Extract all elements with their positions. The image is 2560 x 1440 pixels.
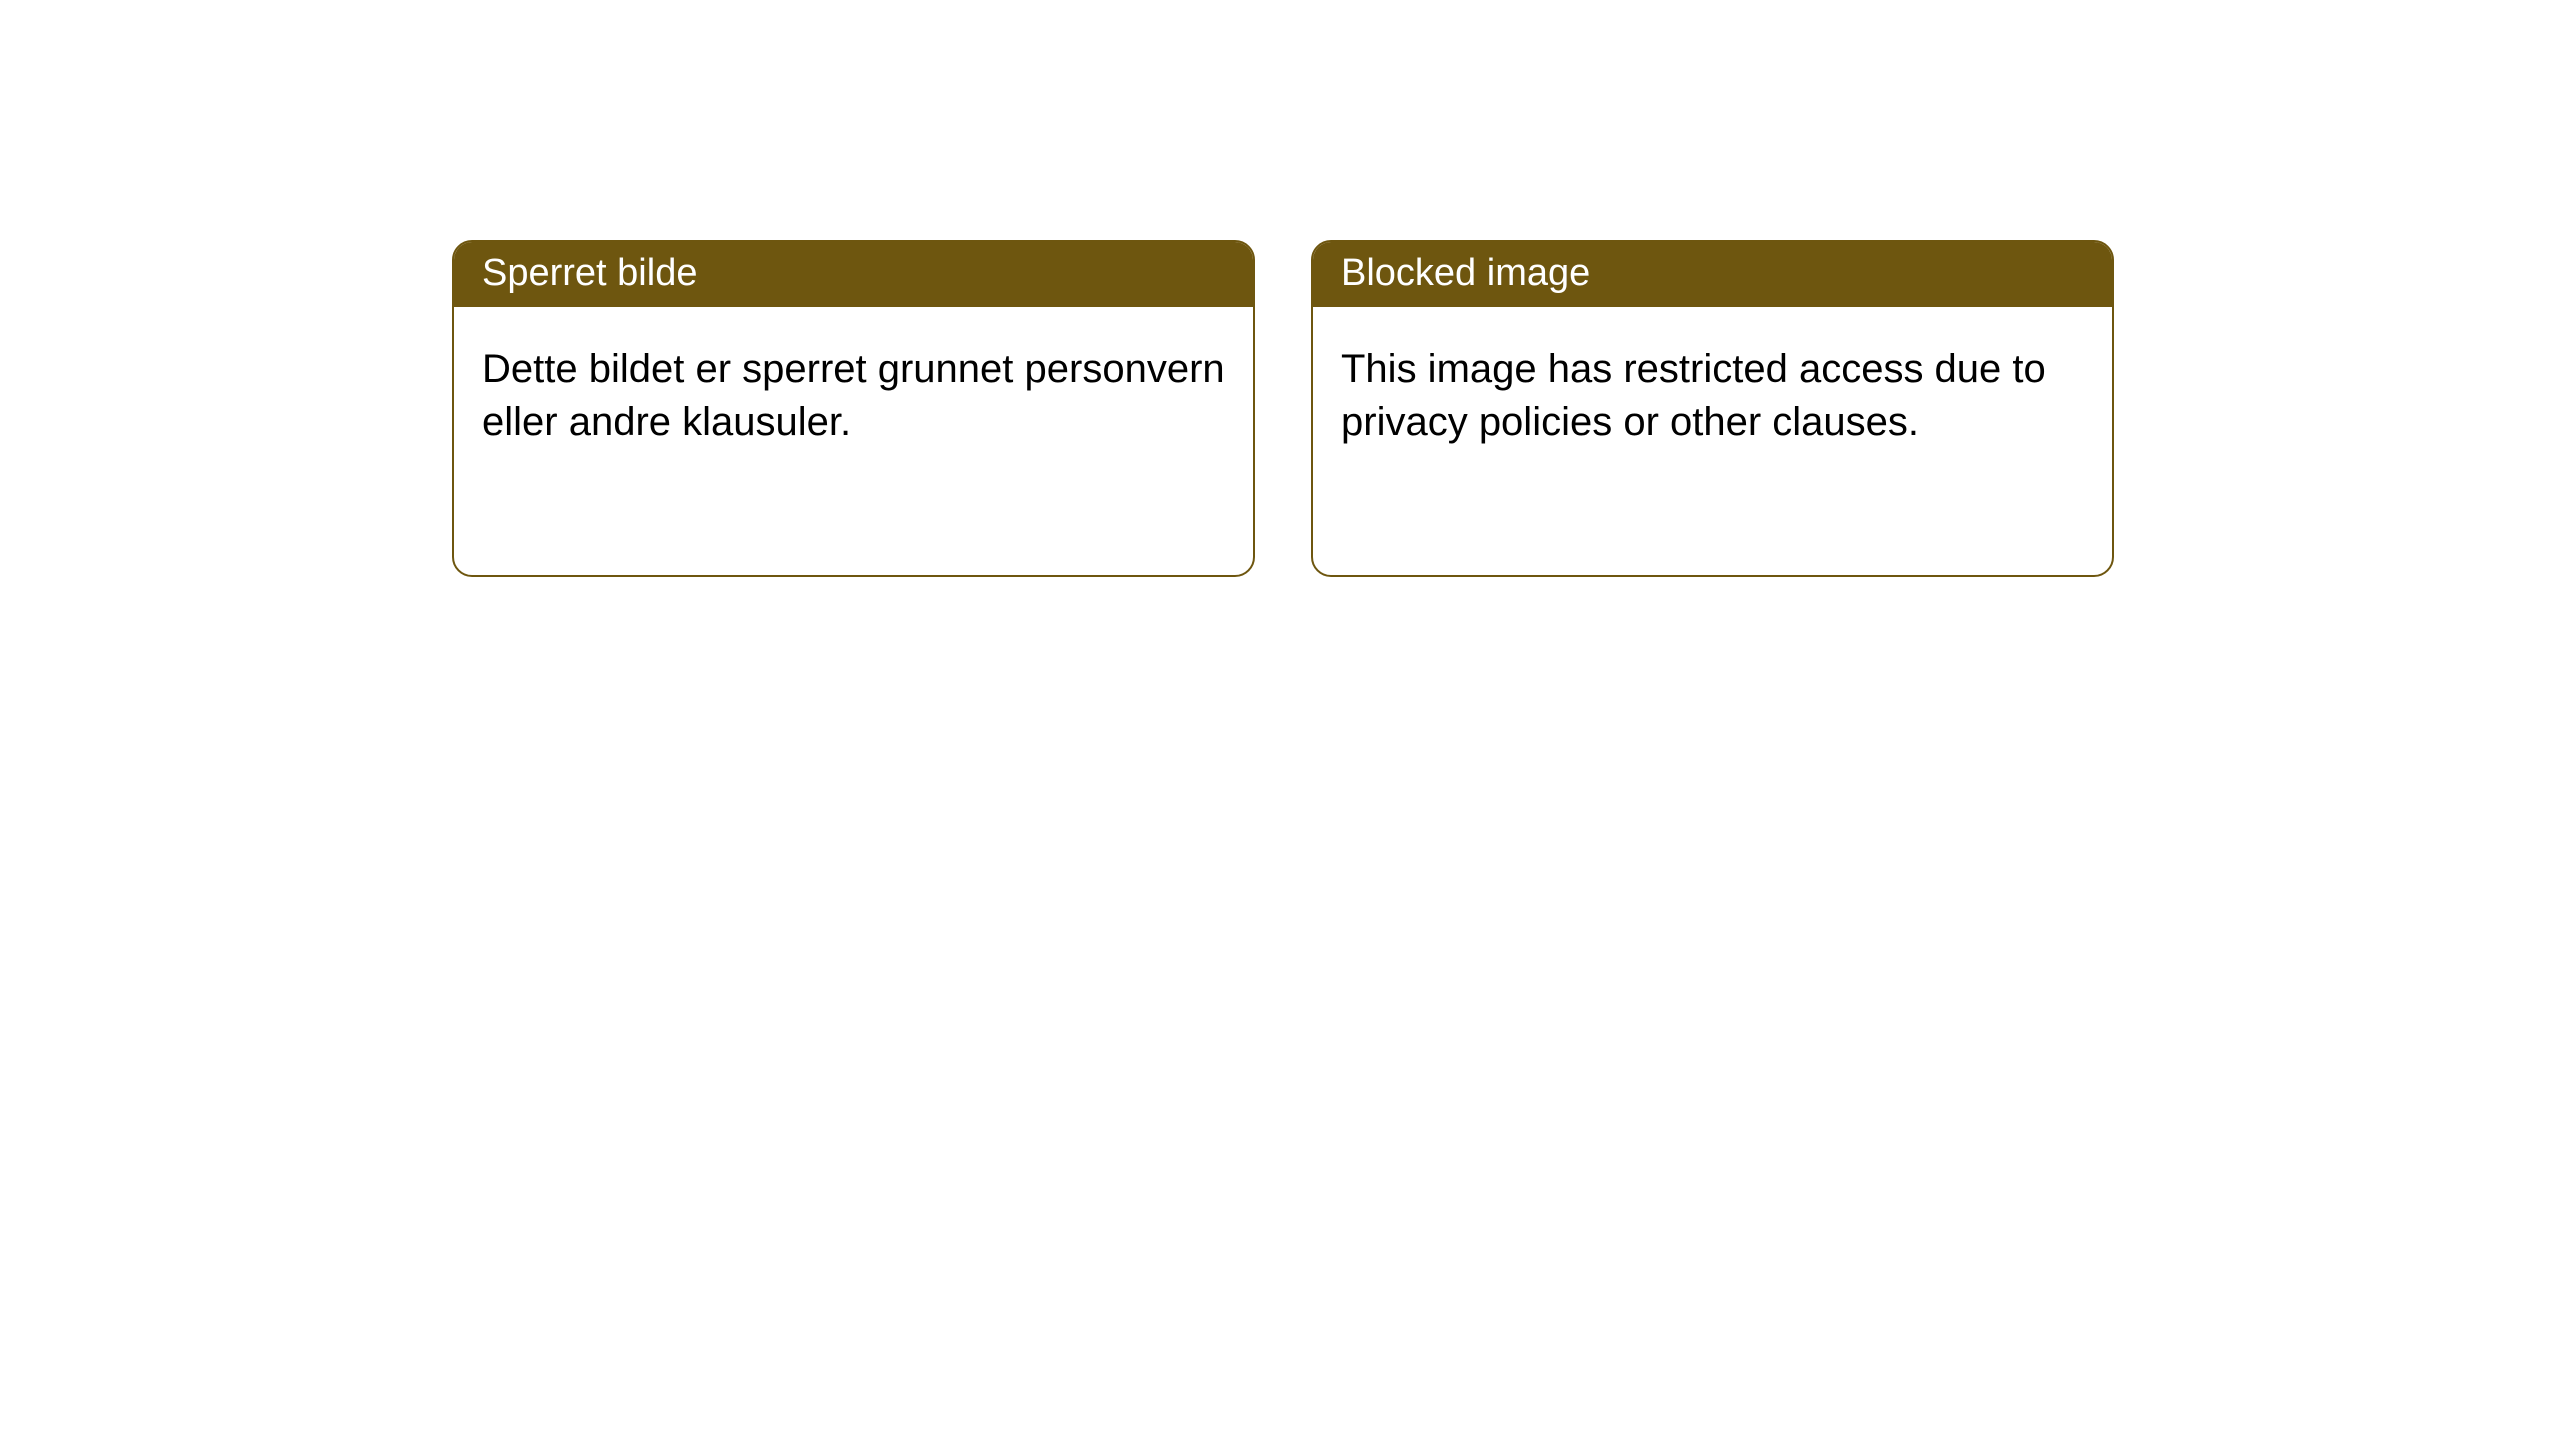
notice-card-body: This image has restricted access due to … <box>1313 307 2112 485</box>
notice-card-norwegian: Sperret bilde Dette bildet er sperret gr… <box>452 240 1255 577</box>
notice-card-english: Blocked image This image has restricted … <box>1311 240 2114 577</box>
notice-card-title: Sperret bilde <box>454 242 1253 307</box>
notice-cards-container: Sperret bilde Dette bildet er sperret gr… <box>0 0 2560 577</box>
notice-card-title: Blocked image <box>1313 242 2112 307</box>
notice-card-body: Dette bildet er sperret grunnet personve… <box>454 307 1253 485</box>
